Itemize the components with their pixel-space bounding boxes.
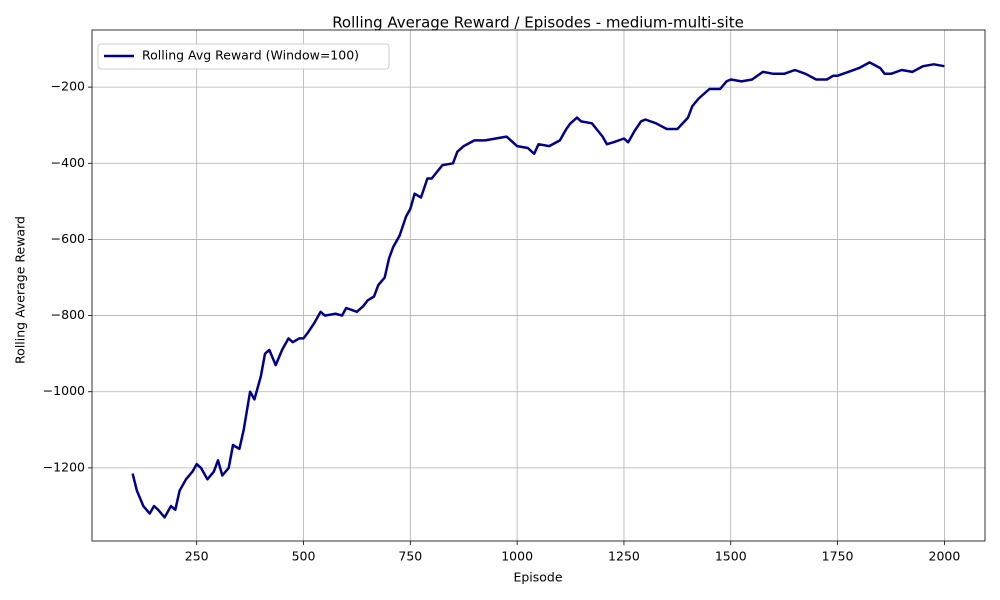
y-tick-label: −600: [51, 231, 85, 246]
x-axis-label: Episode: [513, 570, 562, 585]
chart-title: Rolling Average Reward / Episodes - medi…: [332, 14, 744, 32]
data-line: [131, 61, 945, 519]
y-tick-label: −1000: [43, 383, 85, 398]
x-tick-label: 1750: [822, 549, 854, 564]
x-tick-label: 1250: [608, 549, 640, 564]
x-tick-label: 1500: [715, 549, 747, 564]
x-tick-label: 1000: [501, 549, 533, 564]
y-axis-label: Rolling Average Reward: [13, 216, 28, 364]
x-tick-label: 2000: [929, 549, 961, 564]
y-tick-label: −1200: [43, 459, 85, 474]
legend-label: Rolling Avg Reward (Window=100): [142, 48, 359, 63]
y-tick-label: −800: [51, 307, 85, 322]
x-tick-label: 250: [185, 549, 209, 564]
x-tick-label: 750: [398, 549, 422, 564]
y-tick-label: −400: [51, 155, 85, 170]
legend-box: [97, 43, 390, 70]
y-tick-label: −200: [51, 79, 85, 94]
legend: Rolling Avg Reward (Window=100): [97, 43, 390, 70]
x-tick-label: 500: [292, 549, 316, 564]
plot-frame: [91, 29, 986, 542]
